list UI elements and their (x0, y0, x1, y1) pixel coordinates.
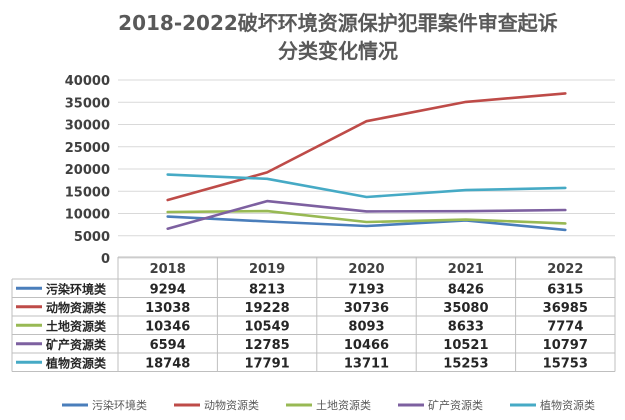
chart-title-line-1: 2018-2022破坏环境资源保护犯罪案件审查起诉 (118, 11, 558, 35)
data-label: 10549 (244, 319, 289, 334)
data-label: 36985 (543, 301, 588, 316)
legend-label: 土地资源类 (316, 398, 371, 412)
chart-title-line-2: 分类变化情况 (278, 39, 398, 63)
data-label: 10797 (543, 338, 588, 353)
data-label: 10466 (344, 338, 389, 353)
data-label: 9294 (150, 282, 186, 297)
data-label: 30736 (344, 301, 389, 316)
data-label: 18748 (145, 356, 190, 371)
data-label: 7774 (547, 319, 583, 334)
y-tick-label: 25000 (65, 141, 110, 156)
y-tick-label: 35000 (65, 96, 110, 111)
y-tick-label: 30000 (65, 119, 110, 134)
data-label: 13711 (344, 356, 389, 371)
y-tick-label: 10000 (65, 208, 110, 223)
series-line (166, 173, 567, 199)
y-axis-ticks: 0 5000 10000 15000 20000 25000 30000 35000 40000 (65, 74, 110, 267)
y-tick-label: 0 (101, 252, 110, 267)
data-label: 8633 (448, 319, 484, 334)
series-line (166, 199, 567, 230)
table-row-label: 污染环境类 (46, 281, 107, 296)
data-label: 35080 (443, 301, 488, 316)
series-lines (166, 92, 567, 232)
x-category-label: 2018 (150, 262, 186, 277)
gridlines (118, 79, 615, 259)
data-label: 10521 (443, 338, 488, 353)
data-label: 8093 (348, 319, 384, 334)
data-label: 15253 (443, 356, 488, 371)
table-row-label: 动物资源类 (46, 300, 107, 315)
x-category-label: 2019 (249, 262, 285, 277)
data-label: 6315 (547, 282, 583, 297)
data-label: 6594 (150, 338, 186, 353)
data-label: 13038 (145, 301, 190, 316)
data-table: 2018 2019 2020 2021 2022 污染环境类 9294 8213 7193 842… (11, 256, 616, 372)
y-tick-label: 15000 (65, 185, 110, 200)
data-label: 12785 (244, 338, 289, 353)
legend-label: 矿产资源类 (428, 398, 483, 412)
y-tick-label: 20000 (65, 163, 110, 178)
legend-label: 动物资源类 (204, 398, 259, 412)
table-row-label: 植物资源类 (45, 355, 107, 370)
data-label: 8213 (249, 282, 285, 297)
data-label: 8426 (448, 282, 484, 297)
data-label: 7193 (348, 282, 384, 297)
data-label: 19228 (244, 301, 289, 316)
series-line (166, 92, 567, 202)
legend: 污染环境类 动物资源类 土地资源类 矿产资源类 植物资源类 (62, 398, 595, 412)
y-tick-label: 40000 (65, 74, 110, 89)
legend-label: 植物资源类 (540, 398, 595, 412)
x-category-label: 2020 (348, 262, 384, 277)
data-label: 15753 (543, 356, 588, 371)
y-tick-label: 5000 (74, 230, 110, 245)
data-label: 17791 (244, 356, 289, 371)
series-line (166, 215, 567, 232)
x-category-label: 2021 (448, 262, 484, 277)
table-row-label: 矿产资源类 (46, 337, 107, 352)
table-row-label: 土地资源类 (46, 318, 107, 333)
legend-label: 污染环境类 (92, 398, 147, 412)
data-label: 10346 (145, 319, 190, 334)
x-category-label: 2022 (547, 262, 583, 277)
